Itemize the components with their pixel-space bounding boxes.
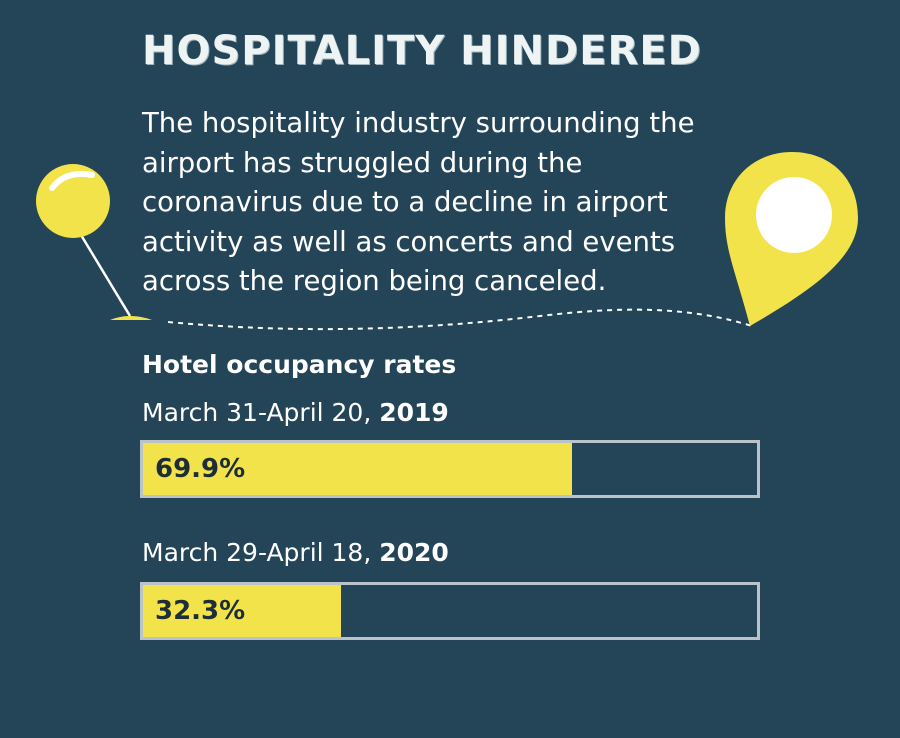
bar-track-2019: 69.9% [140, 440, 760, 498]
pushpin-icon [36, 164, 152, 320]
bar-value-label-2020: 32.3% [155, 596, 246, 626]
year-label: 2019 [379, 398, 449, 427]
bar-track-2020: 32.3% [140, 582, 760, 640]
map-pin-icon [725, 152, 858, 326]
bar-fill-2019 [143, 443, 573, 495]
period-label: March 29-April 18, [142, 538, 380, 567]
intro-text: The hospitality industry surrounding the… [142, 107, 695, 297]
period-label: March 31-April 20, [142, 398, 380, 427]
year-label: 2020 [379, 538, 449, 567]
bar-category-2020: March 29-April 18, 2020 [142, 538, 449, 567]
bar-value-label-2019: 69.9% [155, 454, 246, 484]
dashed-trail [167, 308, 753, 331]
bar-fill-2020 [143, 585, 342, 637]
chart-title: Hotel occupancy rates [142, 350, 457, 379]
infographic-title: HOSPITALITY HINDERED [142, 28, 702, 74]
bar-category-2019: March 31-April 20, 2019 [142, 398, 449, 427]
